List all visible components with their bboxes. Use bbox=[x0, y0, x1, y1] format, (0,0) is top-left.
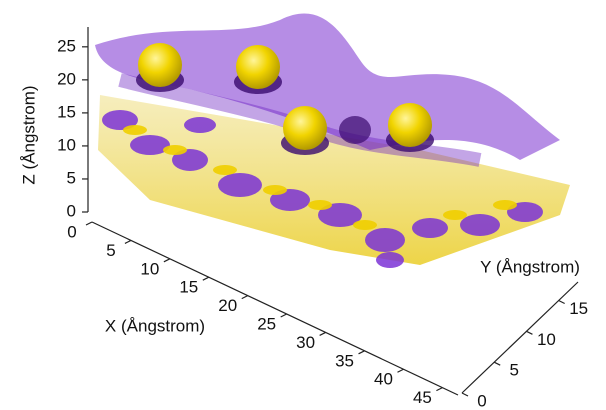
y-tick-label: 0 bbox=[477, 391, 486, 410]
x-tick-label: 30 bbox=[296, 333, 315, 352]
y-tick bbox=[559, 301, 565, 304]
y-tick bbox=[526, 331, 532, 334]
z-tick-label: 5 bbox=[67, 168, 76, 187]
x-tick-label: 40 bbox=[374, 370, 393, 389]
chart: X (Ångstrom) Y (Ångstrom) Z (Ångstrom) 0… bbox=[0, 0, 606, 410]
z-axis-title: Z (Ångstrom) bbox=[19, 85, 38, 184]
y-axis-title: Y (Ångstrom) bbox=[480, 257, 580, 276]
y-tick-label: 15 bbox=[569, 299, 588, 318]
x-tick-label: 25 bbox=[257, 315, 276, 334]
page: X (Ångstrom) Y (Ångstrom) Z (Ångstrom) 0… bbox=[0, 0, 606, 410]
x-tick-label: 5 bbox=[106, 241, 115, 260]
x-tick bbox=[242, 296, 248, 299]
x-tick-label: 35 bbox=[335, 351, 354, 370]
x-tick-label: 10 bbox=[140, 259, 159, 278]
x-tick-label: 0 bbox=[67, 222, 76, 241]
x-tick bbox=[397, 369, 403, 372]
x-tick bbox=[320, 332, 326, 335]
x-tick bbox=[436, 388, 442, 391]
z-tick-label: 20 bbox=[57, 69, 76, 88]
z-tick-label: 10 bbox=[57, 135, 76, 154]
x-tick bbox=[164, 259, 170, 262]
x-tick bbox=[359, 351, 365, 354]
x-tick bbox=[281, 314, 287, 317]
y-tick-label: 5 bbox=[509, 361, 518, 380]
x-tick-label: 45 bbox=[413, 388, 432, 407]
x-axis-title: X (Ångstrom) bbox=[105, 316, 205, 335]
z-tick-label: 15 bbox=[57, 102, 76, 121]
y-tick bbox=[494, 362, 500, 365]
x-tick bbox=[125, 240, 131, 243]
y-tick-label: 10 bbox=[537, 330, 556, 349]
x-tick-label: 20 bbox=[218, 296, 237, 315]
z-tick-label: 0 bbox=[67, 201, 76, 220]
x-tick bbox=[203, 277, 209, 280]
isosurface bbox=[95, 14, 570, 268]
z-tick-label: 25 bbox=[57, 36, 76, 55]
x-tick bbox=[86, 222, 92, 225]
y-axis-line bbox=[462, 282, 578, 393]
x-tick-label: 15 bbox=[179, 278, 198, 297]
y-tick bbox=[462, 393, 468, 396]
